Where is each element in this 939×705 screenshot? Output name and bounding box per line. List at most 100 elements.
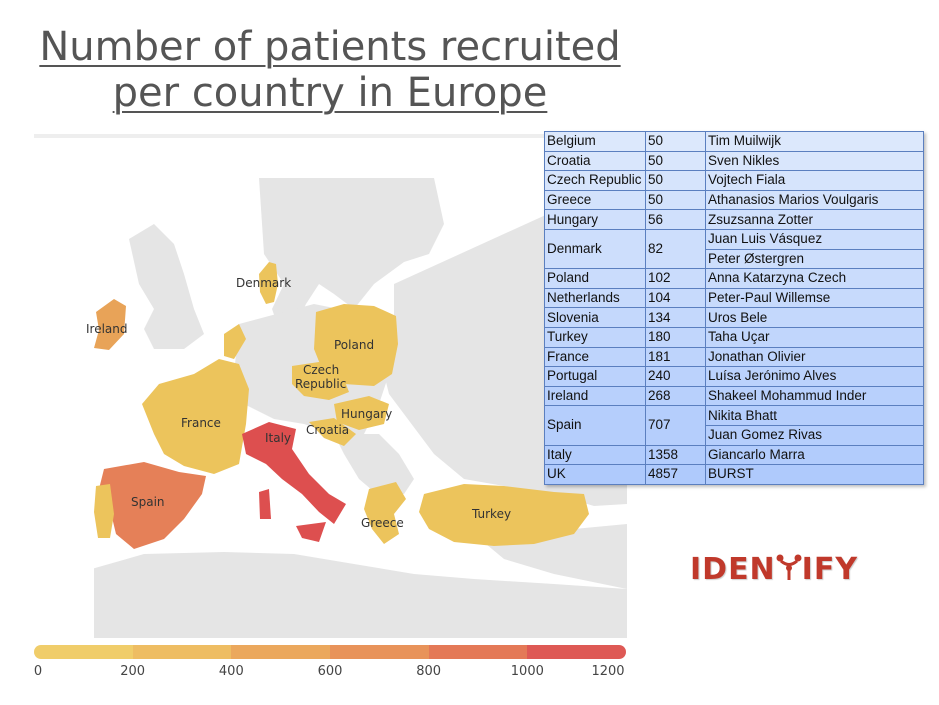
country-croatia[interactable] <box>309 418 356 446</box>
cell-count: 1358 <box>645 444 706 466</box>
scale-tick-label: 1200 <box>591 664 625 679</box>
country-france[interactable] <box>142 359 249 474</box>
scale-segment <box>34 645 133 659</box>
logo-text-right: IFY <box>801 552 859 587</box>
country-ireland[interactable] <box>94 299 126 350</box>
cell-name: Uros Bele <box>705 307 924 328</box>
cell-count: 102 <box>645 268 706 289</box>
country-portugal[interactable] <box>94 484 114 538</box>
cell-country: Belgium <box>544 131 646 152</box>
recruitment-table: Belgium 50 Tim Muilwijk Croatia 50 Sven Nikle… <box>544 131 924 485</box>
land-balkans <box>334 434 414 496</box>
table-row: Slovenia 134 Uros Bele <box>544 307 924 328</box>
table-row: Ireland 268 Shakeel Mohammud Inder <box>544 385 924 407</box>
scale-segment <box>132 645 232 659</box>
cell-country: Portugal <box>544 366 646 387</box>
table-row: Turkey 180 Taha Uçar <box>544 326 924 348</box>
scale-segment <box>428 645 528 659</box>
country-belgium[interactable] <box>224 324 246 359</box>
cell-country: Italy <box>544 444 646 466</box>
cell-name: Peter Østergren <box>705 248 924 270</box>
table-row: Belgium 50 Tim Muilwijk <box>544 131 924 152</box>
cell-count: 56 <box>645 209 706 230</box>
cell-country: France <box>544 346 646 368</box>
label-greece: Greece <box>361 516 404 530</box>
cell-name: BURST <box>705 464 924 485</box>
country-sicily[interactable] <box>296 522 326 542</box>
country-poland[interactable] <box>314 304 398 386</box>
cell-name: Athanasios Marios Voulgaris <box>705 189 924 211</box>
robot-t-icon <box>776 552 802 582</box>
cell-country: Denmark <box>544 228 646 270</box>
cell-count: 134 <box>645 307 706 328</box>
cell-country: Croatia <box>544 150 646 172</box>
europe-map[interactable]: Denmark Ireland Poland Czech Republic Fr… <box>34 134 627 638</box>
cell-name: Shakeel Mohammud Inder <box>705 385 924 407</box>
cell-name: Anna Katarzyna Czech <box>705 268 924 289</box>
label-czech-line1: Czech <box>303 363 339 377</box>
country-czech-republic[interactable] <box>292 362 349 400</box>
land-uk <box>129 224 204 349</box>
color-scale-bar <box>34 645 626 659</box>
cell-count: 268 <box>645 385 706 407</box>
cell-count: 4857 <box>645 464 706 485</box>
scale-tick-label: 200 <box>120 664 146 679</box>
label-spain: Spain <box>131 495 165 509</box>
cell-name: Juan Luis Vásquez <box>705 228 924 250</box>
label-czech-line2: Republic <box>295 377 346 391</box>
cell-count: 707 <box>645 405 706 446</box>
scale-segment <box>231 645 331 659</box>
logo-text-left: IDEN <box>690 552 776 587</box>
label-denmark: Denmark <box>236 276 291 290</box>
label-turkey: Turkey <box>471 507 511 521</box>
table-row: Italy 1358 Giancarlo Marra <box>544 444 924 466</box>
cell-name: Zsuzsanna Zotter <box>705 209 924 230</box>
country-hungary[interactable] <box>334 396 389 430</box>
cell-name: Jonathan Olivier <box>705 346 924 368</box>
country-greece[interactable] <box>364 482 406 544</box>
table-row: Czech Republic 50 Vojtech Fiala <box>544 170 924 191</box>
cell-country: Hungary <box>544 209 646 230</box>
country-denmark[interactable] <box>259 262 278 304</box>
cell-count: 181 <box>645 346 706 368</box>
country-italy[interactable] <box>242 422 346 524</box>
cell-country: Greece <box>544 189 646 211</box>
cell-country: UK <box>544 464 646 485</box>
map-top-strip <box>34 134 627 138</box>
scale-segment <box>527 645 626 659</box>
table-row: Portugal 240 Luísa Jerónimo Alves <box>544 366 924 387</box>
cell-country: Ireland <box>544 385 646 407</box>
label-croatia: Croatia <box>306 423 349 437</box>
table-row: Croatia 50 Sven Nikles <box>544 150 924 172</box>
label-italy: Italy <box>265 431 291 445</box>
cell-name: Peter-Paul Willemse <box>705 287 924 309</box>
cell-country: Spain <box>544 405 646 446</box>
title-line-2: per country in Europe <box>112 70 548 116</box>
table-row: Denmark 82 Juan Luis Vásquez <box>544 228 924 270</box>
table-row: Netherlands 104 Peter-Paul Willemse <box>544 287 924 309</box>
scale-tick-label: 600 <box>317 664 343 679</box>
atlantic <box>34 178 94 638</box>
map-canvas: Denmark Ireland Poland Czech Republic Fr… <box>34 134 627 638</box>
cell-country: Netherlands <box>544 287 646 309</box>
table-row: Spain 707 Nikita Bhatt <box>544 405 924 446</box>
cell-name: Vojtech Fiala <box>705 170 924 191</box>
cell-country: Czech Republic <box>544 170 646 191</box>
cell-name: Luísa Jerónimo Alves <box>705 366 924 387</box>
cell-count: 104 <box>645 287 706 309</box>
cell-country: Poland <box>544 268 646 289</box>
cell-name: Sven Nikles <box>705 150 924 172</box>
country-sardinia[interactable] <box>259 489 271 519</box>
label-france: France <box>181 416 221 430</box>
cell-country: Turkey <box>544 326 646 348</box>
identify-logo: IDEN IFY <box>690 552 858 587</box>
scale-tick-label: 800 <box>416 664 442 679</box>
cell-name: Taha Uçar <box>705 326 924 348</box>
country-spain[interactable] <box>99 462 206 549</box>
country-turkey[interactable] <box>419 484 589 546</box>
cell-name: Giancarlo Marra <box>705 444 924 466</box>
color-scale-ticks: 0 200 400 600 800 1000 1200 <box>34 664 634 684</box>
label-poland: Poland <box>334 338 374 352</box>
land-scandinavia <box>259 178 444 329</box>
cell-count: 50 <box>645 131 706 152</box>
